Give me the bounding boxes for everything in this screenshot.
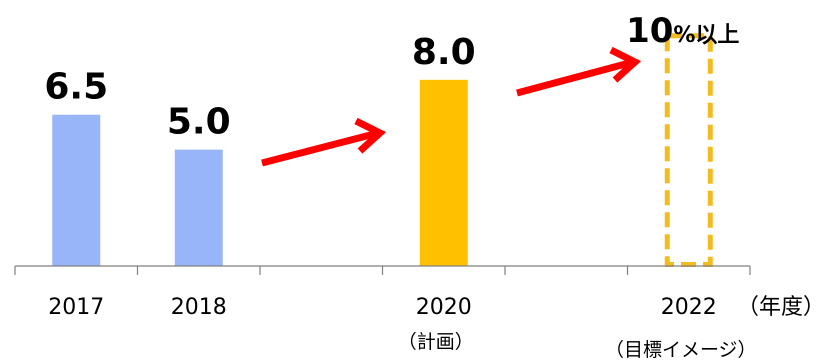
x-tick-label-2020: 2020	[416, 295, 472, 320]
value-label-2018: 5.0	[167, 102, 231, 143]
x-tick-label-2017: 2017	[48, 295, 104, 320]
x-tick-sublabel-2022: （目標イメージ）	[605, 339, 757, 361]
axis-unit-label: （年度）	[737, 295, 825, 320]
trend-arrow-2-head	[609, 46, 642, 83]
trend-arrow-1	[261, 129, 379, 167]
x-tick-sublabel-2020: （計画）	[398, 331, 474, 353]
bar-2018	[174, 149, 223, 266]
x-tick-label-2018: 2018	[171, 295, 227, 320]
bar-target-2022	[664, 33, 713, 268]
value-label-2017: 6.5	[44, 67, 108, 108]
bar-2017	[52, 114, 101, 267]
bar-2020	[419, 79, 468, 267]
trend-arrow-2	[516, 58, 634, 97]
x-tick-label-2022: 2022	[661, 295, 717, 320]
trend-arrow-1-head	[354, 117, 387, 154]
value-label-2022: 10%以上	[626, 11, 739, 51]
value-label-2020: 8.0	[412, 32, 476, 73]
